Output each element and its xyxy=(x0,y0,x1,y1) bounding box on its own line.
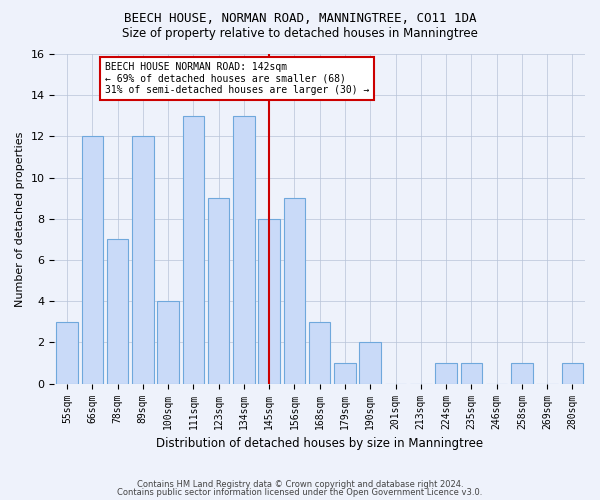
Text: Size of property relative to detached houses in Manningtree: Size of property relative to detached ho… xyxy=(122,28,478,40)
Bar xyxy=(56,322,78,384)
Bar xyxy=(511,363,533,384)
Bar xyxy=(233,116,254,384)
Bar xyxy=(461,363,482,384)
Text: Contains HM Land Registry data © Crown copyright and database right 2024.: Contains HM Land Registry data © Crown c… xyxy=(137,480,463,489)
X-axis label: Distribution of detached houses by size in Manningtree: Distribution of detached houses by size … xyxy=(156,437,483,450)
Bar xyxy=(259,219,280,384)
Bar xyxy=(208,198,229,384)
Bar xyxy=(284,198,305,384)
Bar xyxy=(435,363,457,384)
Bar xyxy=(132,136,154,384)
Text: BEECH HOUSE NORMAN ROAD: 142sqm
← 69% of detached houses are smaller (68)
31% of: BEECH HOUSE NORMAN ROAD: 142sqm ← 69% of… xyxy=(105,62,370,96)
Bar xyxy=(309,322,331,384)
Bar xyxy=(334,363,356,384)
Bar xyxy=(107,240,128,384)
Text: Contains public sector information licensed under the Open Government Licence v3: Contains public sector information licen… xyxy=(118,488,482,497)
Bar xyxy=(359,342,381,384)
Bar xyxy=(562,363,583,384)
Bar xyxy=(157,302,179,384)
Text: BEECH HOUSE, NORMAN ROAD, MANNINGTREE, CO11 1DA: BEECH HOUSE, NORMAN ROAD, MANNINGTREE, C… xyxy=(124,12,476,26)
Y-axis label: Number of detached properties: Number of detached properties xyxy=(15,131,25,306)
Bar xyxy=(82,136,103,384)
Bar xyxy=(182,116,204,384)
